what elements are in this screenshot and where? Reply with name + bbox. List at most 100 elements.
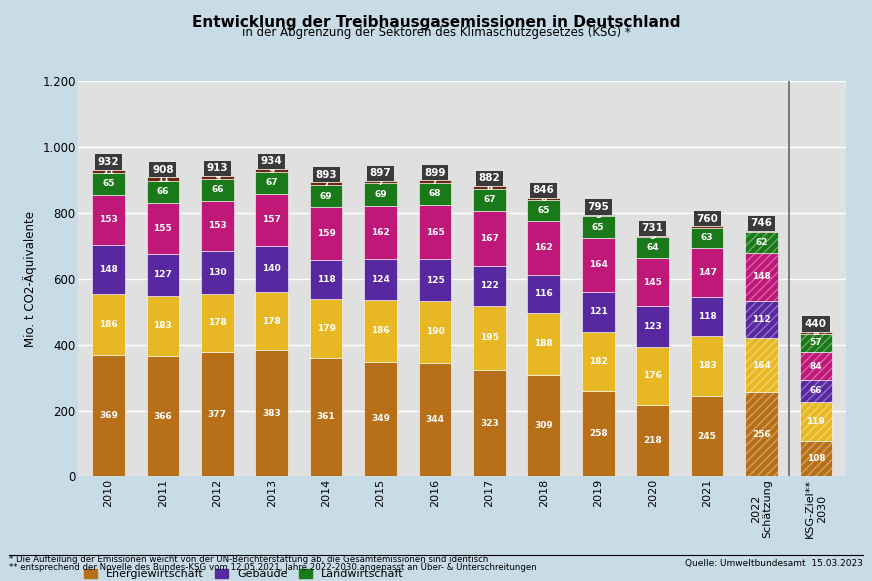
Bar xyxy=(364,206,397,260)
Text: 64: 64 xyxy=(646,243,659,252)
Bar xyxy=(146,254,179,296)
Bar xyxy=(419,363,452,476)
Text: 897: 897 xyxy=(370,168,392,178)
Bar xyxy=(582,332,615,392)
Text: 147: 147 xyxy=(698,268,717,277)
Text: 66: 66 xyxy=(211,185,223,194)
Bar xyxy=(201,176,234,179)
Bar xyxy=(746,231,778,232)
Text: 65: 65 xyxy=(102,180,114,188)
Text: 183: 183 xyxy=(153,321,172,330)
Text: 118: 118 xyxy=(698,311,717,321)
Text: 377: 377 xyxy=(208,410,227,419)
Bar xyxy=(92,245,125,293)
Bar xyxy=(637,347,669,404)
Text: 731: 731 xyxy=(642,223,664,233)
Bar xyxy=(255,246,288,292)
Text: 66: 66 xyxy=(810,386,822,395)
Text: 882: 882 xyxy=(479,173,501,184)
Bar xyxy=(582,238,615,292)
Text: 118: 118 xyxy=(317,275,336,284)
Text: 256: 256 xyxy=(753,430,771,439)
Bar xyxy=(419,260,452,300)
Text: 899: 899 xyxy=(424,168,446,178)
Text: 6: 6 xyxy=(541,195,547,203)
Text: ** entsprechend der Novelle des Bundes-KSG vom 12.05.2021, Jahre 2022-2030 angep: ** entsprechend der Novelle des Bundes-K… xyxy=(9,562,536,572)
Text: 7: 7 xyxy=(432,177,438,186)
Bar xyxy=(201,352,234,476)
Bar xyxy=(473,211,506,266)
Bar xyxy=(310,357,343,476)
Text: 383: 383 xyxy=(262,409,281,418)
Text: 84: 84 xyxy=(809,361,822,371)
Text: 182: 182 xyxy=(589,357,608,366)
Bar xyxy=(146,296,179,356)
Text: 179: 179 xyxy=(317,324,336,332)
Text: 122: 122 xyxy=(480,281,499,290)
Text: 112: 112 xyxy=(753,315,771,324)
Bar xyxy=(473,189,506,211)
Bar xyxy=(92,195,125,245)
Text: in der Abgrenzung der Sektoren des Klimaschutzgesetzes (KSG) *: in der Abgrenzung der Sektoren des Klima… xyxy=(242,26,630,39)
Legend: Energiewirtschaft, Industrie, Gebäude, Verkehr, Landwirtschaft, Abfallwirtschaft: Energiewirtschaft, Industrie, Gebäude, V… xyxy=(84,569,491,581)
Text: 162: 162 xyxy=(535,243,553,252)
Bar xyxy=(528,313,560,375)
Bar xyxy=(528,221,560,275)
Bar xyxy=(691,248,724,297)
Text: 932: 932 xyxy=(98,157,119,167)
Bar xyxy=(255,172,288,194)
Text: 893: 893 xyxy=(316,170,337,180)
Bar xyxy=(92,170,125,173)
Bar xyxy=(800,332,832,333)
Text: 162: 162 xyxy=(371,228,390,237)
Text: 148: 148 xyxy=(99,265,118,274)
Text: 127: 127 xyxy=(153,270,173,279)
Text: 258: 258 xyxy=(589,429,608,439)
Text: 760: 760 xyxy=(696,214,718,224)
Bar xyxy=(637,259,669,306)
Bar xyxy=(255,194,288,246)
Text: 153: 153 xyxy=(208,221,227,230)
Text: 178: 178 xyxy=(208,318,227,328)
Bar xyxy=(146,177,179,181)
Bar xyxy=(201,200,234,251)
Bar xyxy=(746,231,778,476)
Text: 67: 67 xyxy=(483,195,495,204)
Text: 164: 164 xyxy=(752,361,771,370)
Bar xyxy=(637,306,669,347)
Bar xyxy=(310,185,343,207)
Bar xyxy=(582,392,615,476)
Text: 846: 846 xyxy=(533,185,555,195)
Text: 746: 746 xyxy=(751,218,773,228)
Text: 190: 190 xyxy=(426,327,445,336)
Text: 195: 195 xyxy=(480,333,499,342)
Text: 153: 153 xyxy=(99,216,118,224)
Text: 125: 125 xyxy=(426,275,445,285)
Text: 7: 7 xyxy=(323,179,330,188)
Bar xyxy=(419,300,452,363)
Text: 9: 9 xyxy=(269,166,275,175)
Text: 369: 369 xyxy=(99,411,118,420)
Bar xyxy=(201,293,234,352)
Text: 140: 140 xyxy=(262,264,281,273)
Text: 6: 6 xyxy=(813,328,819,337)
Text: 123: 123 xyxy=(644,322,662,331)
Bar xyxy=(800,333,832,352)
Text: 11: 11 xyxy=(157,175,169,184)
Bar xyxy=(691,228,724,248)
Bar xyxy=(255,169,288,172)
Bar xyxy=(637,236,669,238)
Bar xyxy=(528,375,560,476)
Text: 65: 65 xyxy=(537,206,550,215)
Bar xyxy=(92,173,125,195)
Bar xyxy=(419,183,452,205)
Bar xyxy=(92,293,125,355)
Text: 69: 69 xyxy=(374,190,387,199)
Text: 69: 69 xyxy=(320,192,332,200)
Bar xyxy=(364,361,397,476)
Text: 124: 124 xyxy=(371,275,390,284)
Bar xyxy=(310,182,343,185)
Bar xyxy=(146,181,179,203)
Text: 65: 65 xyxy=(592,223,604,231)
Bar xyxy=(582,292,615,332)
